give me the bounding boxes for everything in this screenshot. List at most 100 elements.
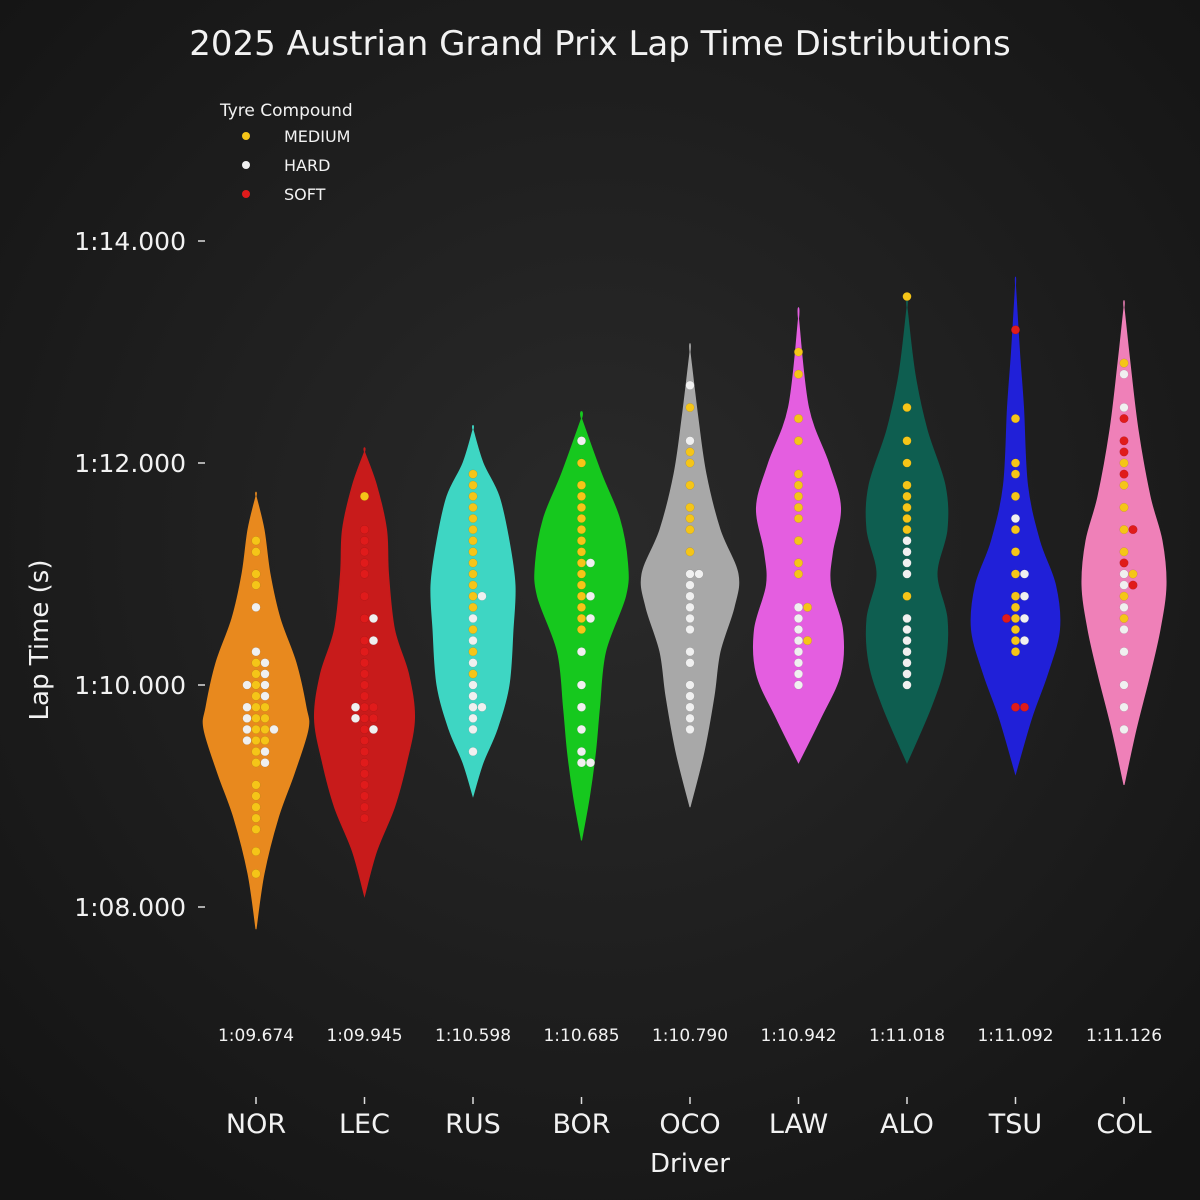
- violin-bor: [534, 411, 629, 841]
- legend-label-medium: MEDIUM: [284, 127, 350, 146]
- median-label-oco: 1:10.790: [652, 1026, 728, 1046]
- lap-point-hard: [902, 680, 912, 690]
- lap-point-medium: [576, 458, 587, 468]
- lap-point-medium: [468, 624, 478, 635]
- lap-point-soft: [1128, 580, 1138, 590]
- legend-label-soft: SOFT: [284, 185, 326, 204]
- lap-point-medium: [251, 569, 261, 579]
- lap-point-medium: [902, 402, 912, 413]
- lap-point-medium: [576, 536, 587, 546]
- lap-point-medium: [576, 569, 587, 579]
- lap-point-hard: [1119, 580, 1129, 590]
- lap-point-medium: [1010, 525, 1021, 535]
- lap-point-hard: [251, 602, 261, 612]
- lap-point-medium: [576, 613, 587, 623]
- lap-point-soft: [1119, 414, 1129, 424]
- lap-point-hard: [685, 691, 695, 701]
- lap-point-medium: [802, 636, 813, 646]
- lap-point-medium: [902, 436, 912, 446]
- violin-nor: [202, 491, 310, 930]
- lap-point-medium: [793, 369, 804, 379]
- lap-point-soft: [1001, 613, 1012, 623]
- lap-point-soft: [368, 702, 379, 712]
- lap-point-hard: [1019, 569, 1030, 579]
- lap-point-soft: [1010, 702, 1021, 712]
- lap-point-hard: [477, 591, 487, 601]
- median-label-tsu: 1:11.092: [977, 1026, 1053, 1046]
- lap-point-medium: [251, 713, 261, 723]
- lap-point-hard: [685, 658, 695, 668]
- x-tick-label-col: COL: [1096, 1109, 1151, 1140]
- lap-point-medium: [685, 513, 695, 524]
- lap-point-hard: [793, 680, 804, 690]
- lap-point-soft: [359, 735, 370, 746]
- lap-point-soft: [359, 636, 370, 646]
- median-label-rus: 1:10.598: [435, 1026, 511, 1046]
- lap-point-hard: [368, 636, 379, 646]
- lap-point-hard: [685, 724, 695, 734]
- median-label-lec: 1:09.945: [326, 1026, 402, 1046]
- lap-point-medium: [793, 414, 804, 424]
- lap-point-hard: [793, 647, 804, 657]
- lap-point-hard: [260, 747, 270, 757]
- lap-point-medium: [793, 513, 804, 524]
- lap-point-hard: [260, 669, 270, 679]
- lap-point-medium: [1010, 591, 1021, 601]
- lap-point-hard: [576, 680, 587, 690]
- lap-point-hard: [468, 747, 478, 757]
- lap-point-medium: [793, 347, 804, 357]
- lap-point-medium: [260, 702, 270, 712]
- violin-rus: [430, 425, 516, 798]
- lap-point-soft: [359, 525, 370, 535]
- lap-point-hard: [242, 680, 252, 690]
- chart-title: 2025 Austrian Grand Prix Lap Time Distri…: [189, 24, 1010, 64]
- lap-point-medium: [576, 480, 587, 490]
- lap-point-hard: [1119, 602, 1129, 612]
- lap-point-medium: [468, 502, 478, 512]
- lap-point-hard: [468, 680, 478, 690]
- lap-point-hard: [685, 613, 695, 623]
- lap-point-soft: [359, 591, 370, 601]
- lap-point-medium: [1010, 414, 1021, 424]
- lap-point-medium: [251, 680, 261, 690]
- lap-point-hard: [685, 580, 695, 590]
- lap-point-hard: [576, 724, 587, 734]
- lap-point-hard: [1119, 647, 1129, 657]
- lap-point-hard: [242, 713, 252, 723]
- lap-point-medium: [576, 491, 587, 501]
- lap-point-medium: [468, 602, 478, 612]
- lap-point-medium: [902, 591, 912, 601]
- lap-point-soft: [368, 713, 379, 723]
- lap-point-medium: [902, 525, 912, 535]
- lap-point-medium: [576, 580, 587, 590]
- x-tick-label-lec: LEC: [339, 1109, 390, 1140]
- lap-point-medium: [1010, 491, 1021, 501]
- lap-point-soft: [359, 558, 370, 568]
- lap-point-medium: [468, 491, 478, 501]
- lap-point-hard: [368, 613, 379, 623]
- lap-point-soft: [359, 758, 370, 768]
- x-axis-label: Driver: [650, 1149, 730, 1179]
- lap-point-hard: [585, 558, 596, 568]
- lap-point-medium: [902, 291, 912, 302]
- violin-body-law: [752, 307, 845, 764]
- lap-point-hard: [902, 536, 912, 546]
- lap-point-hard: [1019, 613, 1030, 623]
- legend: Tyre Compound MEDIUM HARD SOFT: [219, 101, 353, 204]
- lap-point-soft: [1119, 469, 1129, 479]
- lap-point-hard: [468, 713, 478, 723]
- lap-point-medium: [902, 480, 912, 490]
- lap-point-hard: [902, 636, 912, 646]
- y-tick-label: 1:08.000: [74, 893, 186, 922]
- violin-col: [1081, 300, 1167, 786]
- lap-point-soft: [359, 647, 370, 657]
- lap-point-medium: [1119, 591, 1129, 601]
- x-tick-label-bor: BOR: [552, 1109, 610, 1140]
- x-axis: NOR LEC RUS BOR OCO LAW ALO TSU COL: [226, 1097, 1152, 1140]
- legend-marker-medium: [242, 132, 250, 140]
- median-label-alo: 1:11.018: [869, 1026, 945, 1046]
- lap-point-hard: [1019, 591, 1030, 601]
- lap-point-hard: [576, 758, 587, 768]
